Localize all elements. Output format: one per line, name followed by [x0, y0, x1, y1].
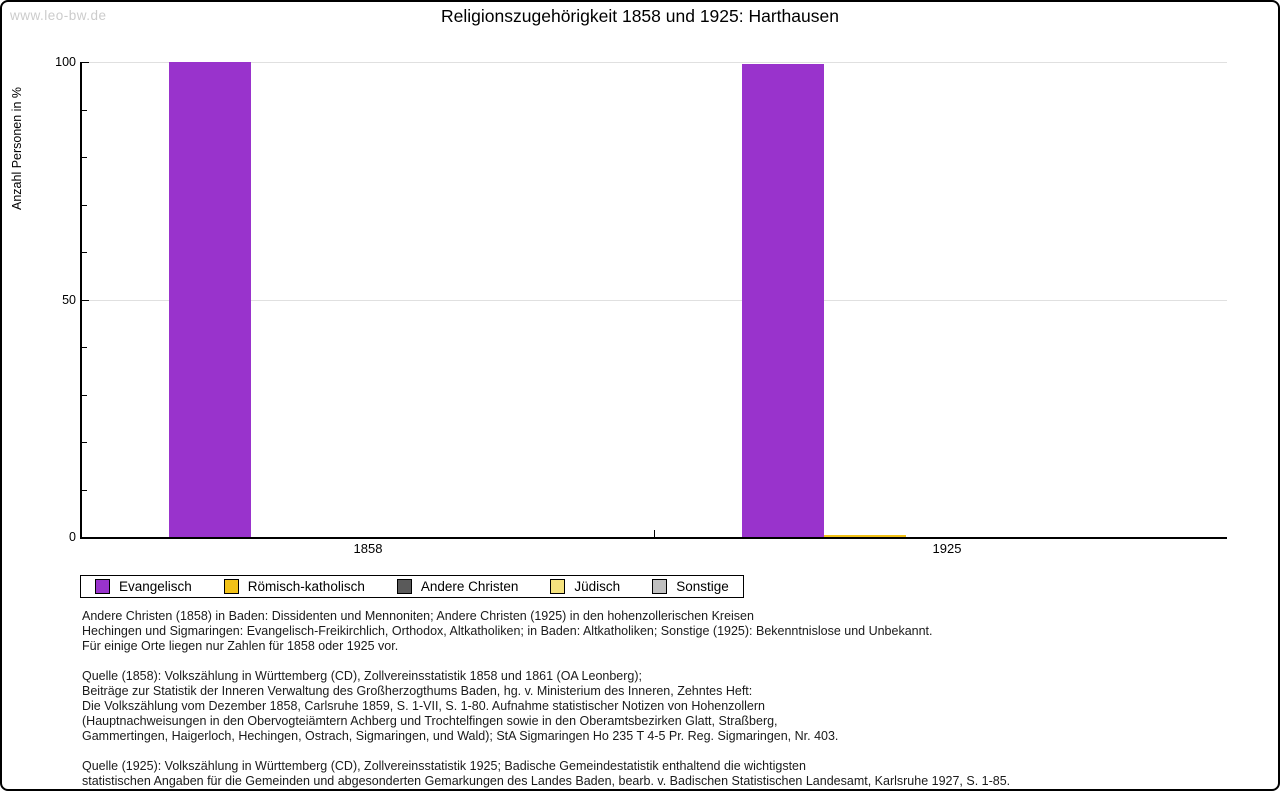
y-axis-line — [80, 62, 82, 539]
legend-label-sonstige: Sonstige — [676, 579, 729, 594]
y-tick-60 — [82, 252, 87, 253]
y-tick-70 — [82, 204, 87, 206]
legend-item-roemisch-katholisch: Römisch-katholisch — [223, 579, 365, 594]
note-line: Die Volkszählung vom Dezember 1858, Carl… — [82, 699, 765, 714]
y-tick-label-0: 0 — [69, 530, 76, 544]
legend-item-juedisch: Jüdisch — [550, 579, 620, 594]
note-line: Beiträge zur Statistik der Inneren Verwa… — [82, 683, 753, 698]
note-categories-explanation: Andere Christen (1858) in Baden: Disside… — [82, 609, 1010, 655]
legend-swatch-andere-christen — [396, 579, 412, 594]
bar-1925-Römisch-katholisch — [823, 535, 906, 537]
legend-label-roemisch-katholisch: Römisch-katholisch — [247, 579, 365, 594]
y-tick-40 — [82, 347, 87, 348]
note-line: Hechingen und Sigmaringen: Evangelisch-F… — [82, 624, 933, 639]
legend-item-andere-christen: Andere Christen — [396, 579, 519, 594]
legend-swatch-roemisch-katholisch — [223, 579, 239, 594]
legend-item-sonstige: Sonstige — [652, 579, 729, 594]
y-tick-80 — [82, 157, 87, 158]
note-source-1925: Quelle (1925): Volkszählung in Württembe… — [82, 759, 1010, 789]
y-tick-label-50: 50 — [62, 292, 76, 307]
x-axis-group-separator-tick — [654, 530, 655, 537]
note-line: Quelle (1858): Volkszählung in Württembe… — [82, 668, 643, 683]
footnotes: Andere Christen (1858) in Baden: Disside… — [82, 609, 1010, 789]
legend-label-juedisch: Jüdisch — [574, 579, 621, 594]
legend-swatch-evangelisch — [95, 579, 110, 594]
x-category-label-1925: 1925 — [932, 541, 962, 556]
note-line: Für einige Orte liegen nur Zahlen für 18… — [82, 639, 399, 654]
y-tick-30 — [82, 394, 87, 396]
chart-title: Religionszugehörigkeit 1858 und 1925: Ha… — [441, 6, 839, 26]
y-tick-10 — [82, 489, 87, 491]
legend-label-andere-christen: Andere Christen — [420, 579, 519, 594]
legend-item-evangelisch: Evangelisch — [95, 579, 192, 594]
bar-1858-Evangelisch — [169, 62, 252, 537]
legend-label-evangelisch: Evangelisch — [119, 579, 192, 594]
y-tick-90 — [82, 109, 87, 111]
note-line: (Hauptnachweisungen in den Obervogteiämt… — [82, 714, 778, 729]
legend-swatch-sonstige — [652, 579, 668, 594]
note-source-1858: Quelle (1858): Volkszählung in Württembe… — [82, 669, 1010, 745]
note-line: Gammertingen, Haigerloch, Hechingen, Ost… — [82, 729, 839, 744]
note-line: statistischen Angaben für die Gemeinden … — [82, 773, 1011, 788]
bar-1925-Evangelisch — [741, 63, 824, 537]
gridline-100 — [82, 62, 1227, 63]
y-tick-label-100: 100 — [55, 55, 76, 69]
y-tick-50 — [82, 299, 89, 301]
note-line: Quelle (1925): Volkszählung in Württembe… — [82, 758, 806, 773]
legend-swatch-juedisch — [550, 579, 566, 594]
y-tick-20 — [82, 442, 87, 443]
y-axis-label: Anzahl Personen in % — [10, 87, 24, 210]
gridline-50 — [82, 299, 1227, 301]
note-line: Andere Christen (1858) in Baden: Disside… — [82, 609, 754, 623]
legend: Evangelisch Römisch-katholisch Andere Ch… — [80, 575, 744, 598]
x-category-label-1858: 1858 — [353, 541, 383, 556]
plot-area: 0 50 100 — [55, 55, 1227, 544]
y-tick-100 — [82, 62, 89, 63]
watermark-text: www.leo-bw.de — [10, 8, 107, 23]
x-axis-line — [80, 537, 1227, 539]
